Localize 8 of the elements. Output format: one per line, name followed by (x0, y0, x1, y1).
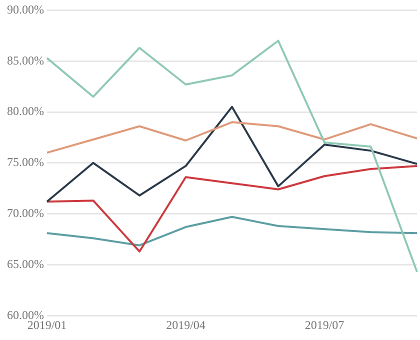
y-tick-label: 85.00% (6, 53, 44, 68)
x-tick-label: 2019/07 (304, 318, 344, 332)
y-tick-label: 70.00% (6, 206, 44, 220)
y-tick-label: 80.00% (6, 104, 44, 118)
y-tick-label: 90.00% (6, 2, 44, 16)
x-tick-label: 2019/04 (166, 318, 206, 332)
y-tick-label: 75.00% (6, 155, 44, 170)
y-tick-label: 65.00% (6, 256, 44, 271)
